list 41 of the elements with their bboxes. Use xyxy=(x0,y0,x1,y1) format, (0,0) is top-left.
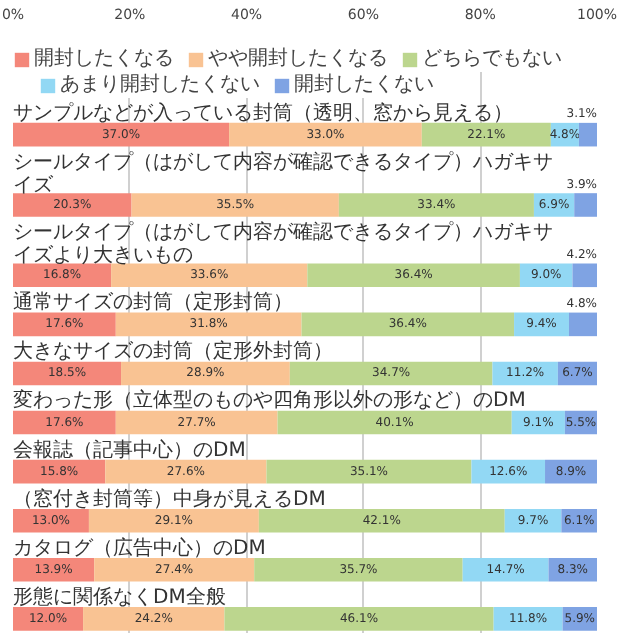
bar xyxy=(572,263,597,288)
bar xyxy=(105,459,267,484)
bar xyxy=(115,410,278,435)
bar xyxy=(568,312,597,337)
bar xyxy=(301,312,515,337)
legend-label: やや開封したくなる xyxy=(208,45,388,72)
bar xyxy=(13,557,95,582)
y-tick-label: 通常サイズの封筒（定形封筒） xyxy=(13,290,293,315)
bar xyxy=(254,557,463,582)
bar xyxy=(289,361,493,386)
y-tick-label: 変わった形（立体型のものや四角形以外の形など）のDM xyxy=(13,388,526,413)
y-tick-label: 会報誌（記事中心）のDM xyxy=(13,437,246,462)
bar xyxy=(88,508,259,533)
y-tick-label: カタログ（広告中心）のDM xyxy=(13,535,266,560)
bar xyxy=(111,263,308,288)
bar xyxy=(13,607,84,631)
bar xyxy=(493,607,563,631)
bar xyxy=(13,361,122,386)
y-tick-label: （窓付き封筒等）中身が見えるDM xyxy=(13,486,326,511)
bar xyxy=(258,508,505,533)
y-tick-label: 形態に関係なくDM全般 xyxy=(13,584,226,609)
bar xyxy=(13,410,116,435)
legend-label: どちらでもない xyxy=(422,46,562,72)
y-tick-label: サンプルなどが入っている封筒（透明、窓から見える） xyxy=(13,100,513,125)
bar xyxy=(115,312,302,337)
y-tick-label: 大きなサイズの封筒（定形外封筒） xyxy=(13,339,333,364)
bar xyxy=(224,607,494,631)
bar xyxy=(94,557,255,582)
bar xyxy=(121,361,290,386)
bar xyxy=(13,312,116,337)
bar xyxy=(462,557,549,582)
y-tick-label: シールタイプ（はがして内容が確認できるタイプ）ハガキサイズより大きいもの xyxy=(13,219,553,268)
y-tick-label: シールタイプ（はがして内容が確認できるタイプ）ハガキサイズ xyxy=(13,149,553,197)
bar xyxy=(277,410,512,435)
legend-label: 開封したくなる xyxy=(34,45,174,72)
legend-label: 開封したくない xyxy=(294,71,434,98)
bar xyxy=(307,263,520,288)
bar xyxy=(266,459,472,484)
bar xyxy=(13,263,112,288)
legend-label: あまり開封したくない xyxy=(60,71,260,98)
bar xyxy=(83,607,225,631)
